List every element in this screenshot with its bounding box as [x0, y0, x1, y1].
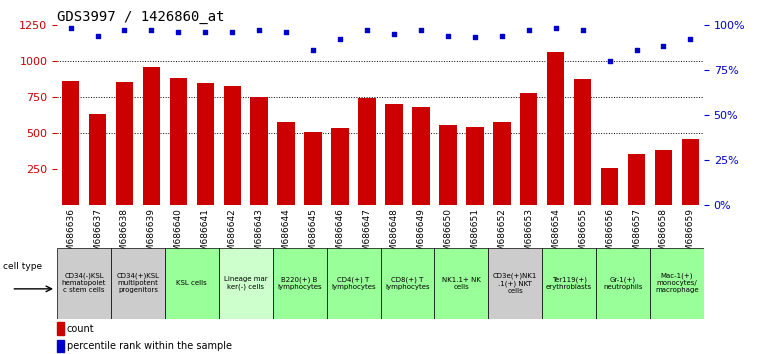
- Bar: [57, 248, 111, 319]
- Bar: [304, 132, 322, 205]
- Bar: [57, 340, 64, 352]
- Text: CD8(+) T
lymphocytes: CD8(+) T lymphocytes: [385, 276, 430, 290]
- Bar: [435, 248, 489, 319]
- Bar: [654, 150, 672, 205]
- Bar: [628, 154, 645, 205]
- Bar: [224, 86, 241, 205]
- Bar: [493, 121, 511, 205]
- Bar: [250, 97, 268, 205]
- Bar: [574, 79, 591, 205]
- Bar: [650, 248, 704, 319]
- Bar: [547, 52, 565, 205]
- Point: [226, 29, 238, 35]
- Text: CD3e(+)NK1
.1(+) NKT
cells: CD3e(+)NK1 .1(+) NKT cells: [493, 273, 537, 294]
- Point: [91, 33, 103, 39]
- Text: Gr-1(+)
neutrophils: Gr-1(+) neutrophils: [603, 276, 643, 290]
- Text: KSL cells: KSL cells: [177, 280, 207, 286]
- Point: [199, 29, 212, 35]
- Text: CD34(-)KSL
hematopoiet
c stem cells: CD34(-)KSL hematopoiet c stem cells: [62, 273, 107, 293]
- Point: [658, 44, 670, 49]
- Bar: [520, 93, 537, 205]
- Bar: [272, 248, 326, 319]
- Bar: [219, 248, 272, 319]
- Bar: [596, 248, 650, 319]
- Text: percentile rank within the sample: percentile rank within the sample: [67, 341, 231, 351]
- Bar: [278, 121, 295, 205]
- Bar: [89, 114, 107, 205]
- Point: [172, 29, 184, 35]
- Point: [253, 27, 266, 33]
- Bar: [380, 248, 435, 319]
- Text: Mac-1(+)
monocytes/
macrophage: Mac-1(+) monocytes/ macrophage: [655, 273, 699, 293]
- Bar: [111, 248, 165, 319]
- Bar: [439, 125, 457, 205]
- Point: [280, 29, 292, 35]
- Text: Lineage mar
ker(-) cells: Lineage mar ker(-) cells: [224, 276, 268, 290]
- Text: Ter119(+)
erythroblasts: Ter119(+) erythroblasts: [546, 276, 592, 290]
- Point: [145, 27, 158, 33]
- Point: [684, 36, 696, 42]
- Bar: [165, 248, 219, 319]
- Bar: [489, 248, 542, 319]
- Text: NK1.1+ NK
cells: NK1.1+ NK cells: [442, 277, 481, 290]
- Text: GDS3997 / 1426860_at: GDS3997 / 1426860_at: [57, 10, 224, 24]
- Text: CD4(+) T
lymphocytes: CD4(+) T lymphocytes: [331, 276, 376, 290]
- Point: [630, 47, 642, 53]
- Point: [523, 27, 535, 33]
- Bar: [57, 322, 64, 335]
- Point: [334, 36, 346, 42]
- Bar: [682, 139, 699, 205]
- Point: [415, 27, 427, 33]
- Point: [495, 33, 508, 39]
- Point: [65, 25, 77, 31]
- Text: CD34(+)KSL
multipotent
progenitors: CD34(+)KSL multipotent progenitors: [116, 273, 160, 293]
- Point: [549, 25, 562, 31]
- Bar: [601, 168, 619, 205]
- Bar: [466, 127, 483, 205]
- Bar: [412, 107, 430, 205]
- Bar: [326, 248, 380, 319]
- Bar: [358, 98, 376, 205]
- Point: [119, 27, 131, 33]
- Text: count: count: [67, 324, 94, 333]
- Bar: [196, 83, 214, 205]
- Point: [469, 35, 481, 40]
- Point: [388, 31, 400, 37]
- Point: [361, 27, 373, 33]
- Bar: [62, 81, 79, 205]
- Bar: [331, 128, 349, 205]
- Point: [307, 47, 319, 53]
- Point: [577, 27, 589, 33]
- Bar: [116, 82, 133, 205]
- Point: [442, 33, 454, 39]
- Bar: [142, 67, 160, 205]
- Text: cell type: cell type: [3, 262, 42, 271]
- Text: B220(+) B
lymphocytes: B220(+) B lymphocytes: [277, 276, 322, 290]
- Bar: [385, 104, 403, 205]
- Bar: [170, 78, 187, 205]
- Bar: [543, 248, 596, 319]
- Point: [603, 58, 616, 64]
